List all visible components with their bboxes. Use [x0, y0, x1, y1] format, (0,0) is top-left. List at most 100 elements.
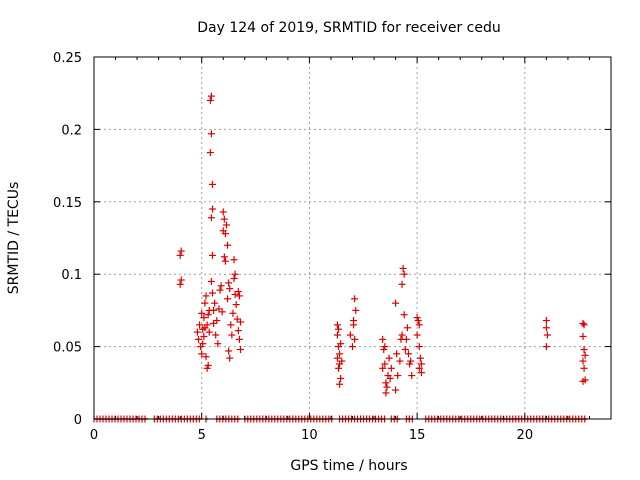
data-point [579, 332, 587, 340]
data-point [337, 374, 345, 382]
data-point [392, 386, 400, 394]
data-point [205, 328, 213, 336]
data-point [385, 354, 393, 362]
data-point [202, 353, 210, 361]
data-point [211, 299, 219, 307]
y-tick-label: 0.1 [61, 268, 82, 283]
data-point [219, 208, 227, 216]
data-point [333, 331, 341, 339]
data-point [542, 317, 550, 325]
data-point [400, 311, 408, 319]
data-point [398, 280, 406, 288]
data-point [204, 361, 212, 369]
data-point [403, 324, 411, 332]
data-point [542, 343, 550, 351]
data-point [543, 331, 551, 339]
data-point [225, 347, 233, 355]
x-tick-label: 5 [198, 428, 206, 443]
y-tick-label: 0 [74, 413, 82, 428]
data-point [396, 357, 404, 365]
data-point [227, 321, 235, 329]
data-point [220, 253, 228, 261]
data-point [235, 335, 243, 343]
data-point [415, 364, 423, 372]
data-point [405, 350, 413, 358]
data-point [400, 270, 408, 278]
data-point [386, 374, 394, 382]
data-point [408, 372, 416, 380]
data-point [194, 335, 202, 343]
data-point [214, 340, 222, 348]
data-point [350, 321, 358, 329]
data-point [230, 256, 238, 264]
data-point [207, 92, 215, 100]
data-point [338, 357, 346, 365]
data-points [176, 92, 589, 397]
data-point [416, 354, 424, 362]
data-point [414, 317, 422, 325]
data-point [176, 251, 184, 259]
x-tick-label: 10 [301, 428, 318, 443]
data-point [402, 335, 410, 343]
data-point [202, 292, 210, 300]
data-point [382, 389, 390, 397]
data-point [177, 247, 185, 255]
data-point [337, 340, 345, 348]
data-point [217, 282, 225, 290]
data-point [176, 280, 184, 288]
data-point [200, 332, 208, 340]
y-tick-label: 0.25 [53, 51, 82, 66]
data-point [221, 230, 229, 238]
x-axis-ticks: 0 5 10 15 20 [90, 57, 590, 443]
data-point [381, 343, 389, 351]
y-tick-label: 0.2 [61, 123, 82, 138]
data-point [415, 343, 423, 351]
plot-frame [93, 56, 612, 420]
data-point [336, 380, 344, 388]
data-point [393, 350, 401, 358]
data-point [579, 319, 587, 327]
data-point [334, 364, 342, 372]
x-axis-label: GPS time / hours [290, 458, 407, 474]
data-point [225, 279, 233, 287]
data-point [580, 345, 588, 353]
data-point [231, 270, 239, 278]
data-point [229, 309, 237, 317]
data-point [203, 321, 211, 329]
data-point [206, 149, 214, 157]
data-point [401, 345, 409, 353]
x-tick-label: 0 [90, 428, 98, 443]
data-point [381, 360, 389, 368]
data-point [216, 286, 224, 294]
x-tick-label: 15 [409, 428, 426, 443]
data-point [236, 345, 244, 353]
data-point [230, 275, 238, 283]
data-point [413, 331, 421, 339]
data-point [579, 357, 587, 365]
data-point [207, 214, 215, 222]
data-point [212, 331, 220, 339]
y-tick-label: 0.15 [53, 196, 82, 211]
data-point [407, 357, 415, 365]
data-point [226, 285, 234, 293]
chart-title: Day 124 of 2019, SRMTID for receiver ced… [197, 20, 500, 36]
grid-lines [94, 57, 611, 419]
data-point [234, 327, 242, 335]
data-point [349, 343, 356, 351]
y-tick-label: 0.05 [53, 341, 82, 356]
data-point [236, 318, 244, 326]
data-point [224, 295, 232, 303]
data-point [226, 354, 234, 362]
data-point [201, 299, 209, 307]
data-point [399, 264, 407, 272]
data-point [394, 372, 402, 380]
data-point [213, 317, 221, 325]
data-point [222, 221, 230, 229]
data-point [580, 321, 588, 329]
data-point [417, 369, 425, 377]
data-point [383, 383, 391, 391]
data-point [336, 350, 344, 358]
data-point [334, 325, 342, 333]
data-point [208, 251, 216, 259]
